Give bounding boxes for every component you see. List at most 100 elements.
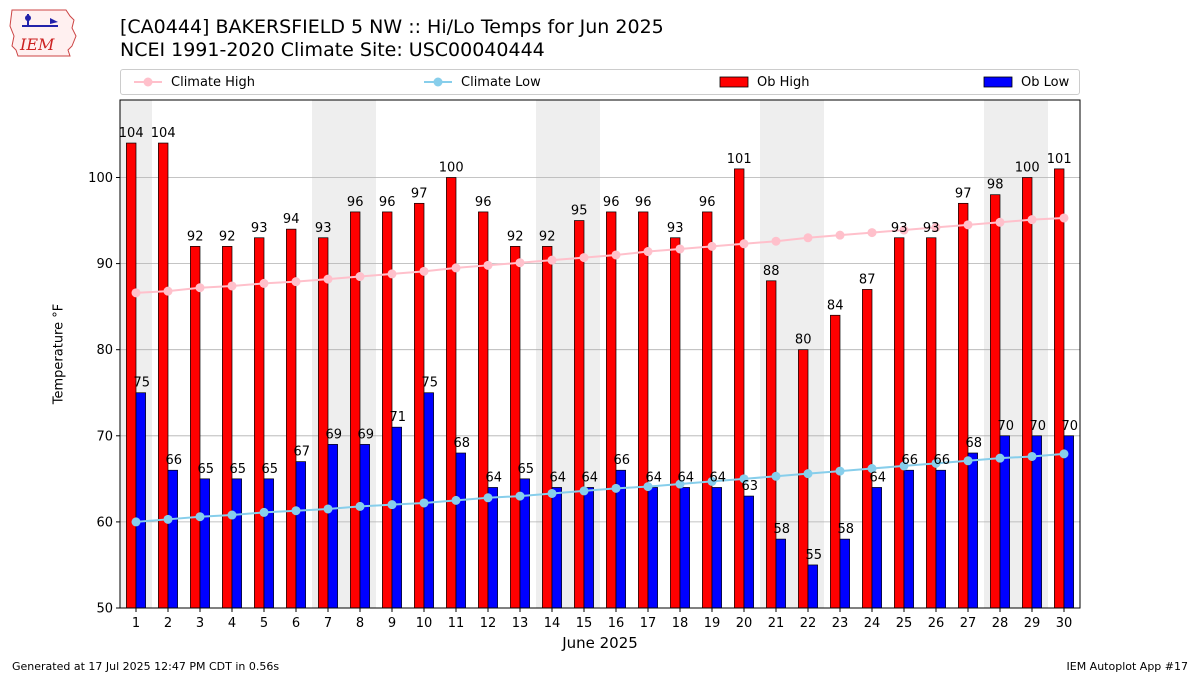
- climate-low-point-25: [899, 461, 909, 471]
- climate-low-point-6: [291, 506, 301, 516]
- ob-high-bar-29: [1022, 177, 1033, 609]
- climate-high-point-8: [355, 272, 365, 282]
- ob-high-label-8: 96: [347, 195, 364, 210]
- ob-low-label-27: 68: [966, 436, 983, 451]
- ob-high-bar-6: [286, 228, 297, 609]
- logo-text: IEM: [19, 35, 55, 54]
- ob-low-bar-14: [551, 487, 562, 609]
- ob-high-bar-8: [350, 211, 361, 609]
- ob-high-label-14: 92: [539, 229, 556, 244]
- climate-low-point-14: [547, 488, 557, 498]
- ob-low-bar-19: [711, 487, 722, 609]
- climate-high-line: [135, 216, 1065, 294]
- climate-high-point-29: [1027, 215, 1037, 225]
- climate-high-point-21: [771, 236, 781, 246]
- x-tick-label-1: 1: [132, 616, 140, 631]
- y-tick-label-60: 60: [96, 515, 113, 530]
- ob-low-label-10: 75: [422, 376, 439, 391]
- ob-high-label-11: 100: [439, 160, 464, 175]
- ob-low-label-8: 69: [358, 427, 375, 442]
- x-tick-label-2: 2: [164, 616, 172, 631]
- x-tick-label-15: 15: [576, 616, 593, 631]
- ob-low-bar-22: [807, 564, 818, 609]
- ob-high-label-29: 100: [1015, 160, 1040, 175]
- climate-low-point-11: [451, 495, 461, 505]
- ob-high-bar-12: [478, 211, 489, 609]
- ob-high-label-12: 96: [475, 195, 492, 210]
- ob-high-bar-2: [158, 142, 169, 609]
- climate-high-point-12: [483, 260, 493, 270]
- climate-high-point-18: [675, 244, 685, 254]
- ob-low-label-9: 71: [390, 410, 407, 425]
- ob-high-bar-27: [958, 202, 969, 609]
- climate-high-point-9: [387, 269, 397, 279]
- ob-high-bar-18: [670, 237, 681, 609]
- ob-high-label-19: 96: [699, 195, 716, 210]
- ob-low-label-21: 58: [774, 522, 791, 537]
- ob-high-bar-22: [798, 349, 809, 609]
- climate-low-point-1: [131, 517, 141, 527]
- plot-frame: [119, 99, 1081, 609]
- y-tick-label-90: 90: [96, 257, 113, 272]
- x-tick-label-3: 3: [196, 616, 204, 631]
- ob-high-bar-10: [414, 202, 425, 609]
- ob-high-label-22: 80: [795, 333, 812, 348]
- ob-low-bar-21: [775, 538, 786, 609]
- ob-high-label-21: 88: [763, 264, 780, 279]
- ob-low-bar-1: [135, 392, 146, 609]
- climate-high-point-2: [163, 286, 173, 296]
- climate-low-point-29: [1027, 451, 1037, 461]
- climate-high-point-15: [579, 253, 589, 263]
- ob-high-label-3: 92: [187, 229, 204, 244]
- climate-low-point-20: [739, 474, 749, 484]
- climate-high-point-11: [451, 263, 461, 273]
- y-tick-label-50: 50: [96, 602, 113, 617]
- ob-low-label-13: 65: [518, 462, 535, 477]
- climate-low-point-26: [931, 458, 941, 468]
- ob-low-bar-17: [647, 487, 658, 609]
- climate-low-point-28: [995, 453, 1005, 463]
- ob-low-swatch-icon: [983, 76, 1013, 88]
- y-tick-label-80: 80: [96, 343, 113, 358]
- ob-high-label-25: 93: [891, 221, 908, 236]
- ob-high-bar-14: [542, 246, 553, 609]
- ob-low-label-23: 58: [838, 522, 855, 537]
- x-tick-label-25: 25: [896, 616, 913, 631]
- x-tick-label-19: 19: [704, 616, 721, 631]
- ob-high-label-1: 104: [119, 126, 144, 141]
- climate-high-point-17: [643, 247, 653, 257]
- climate-low-point-2: [163, 514, 173, 524]
- ob-low-label-26: 66: [934, 453, 951, 468]
- ob-high-label-26: 93: [923, 221, 940, 236]
- climate-low-point-8: [355, 501, 365, 511]
- ob-low-label-20: 63: [742, 479, 759, 494]
- x-tick-label-14: 14: [544, 616, 561, 631]
- ob-high-label-17: 96: [635, 195, 652, 210]
- climate-high-point-16: [611, 250, 621, 260]
- climate-low-point-23: [835, 466, 845, 476]
- ob-high-label-13: 92: [507, 229, 524, 244]
- x-axis-label: June 2025: [562, 634, 638, 652]
- x-tick-label-20: 20: [736, 616, 753, 631]
- legend: Climate High Climate Low Ob High Ob Low: [120, 69, 1080, 95]
- ob-high-label-2: 104: [151, 126, 176, 141]
- ob-high-bar-21: [766, 280, 777, 609]
- ob-high-bar-3: [190, 246, 201, 609]
- climate-low-point-5: [259, 507, 269, 517]
- legend-item-climate-low: Climate Low: [423, 73, 541, 91]
- climate-high-point-14: [547, 255, 557, 265]
- legend-label-climate-low: Climate Low: [461, 74, 541, 90]
- ob-low-bar-23: [839, 538, 850, 609]
- ob-high-bar-16: [606, 211, 617, 609]
- ob-high-bar-5: [254, 237, 265, 609]
- ob-high-label-5: 93: [251, 221, 268, 236]
- ob-low-label-17: 64: [646, 470, 663, 485]
- x-tick-label-16: 16: [608, 616, 625, 631]
- x-tick-label-7: 7: [324, 616, 332, 631]
- ob-low-bar-15: [583, 487, 594, 609]
- ob-high-bar-30: [1054, 168, 1065, 609]
- climate-high-point-26: [931, 222, 941, 232]
- ob-high-bar-28: [990, 194, 1001, 609]
- ob-high-bar-15: [574, 220, 585, 609]
